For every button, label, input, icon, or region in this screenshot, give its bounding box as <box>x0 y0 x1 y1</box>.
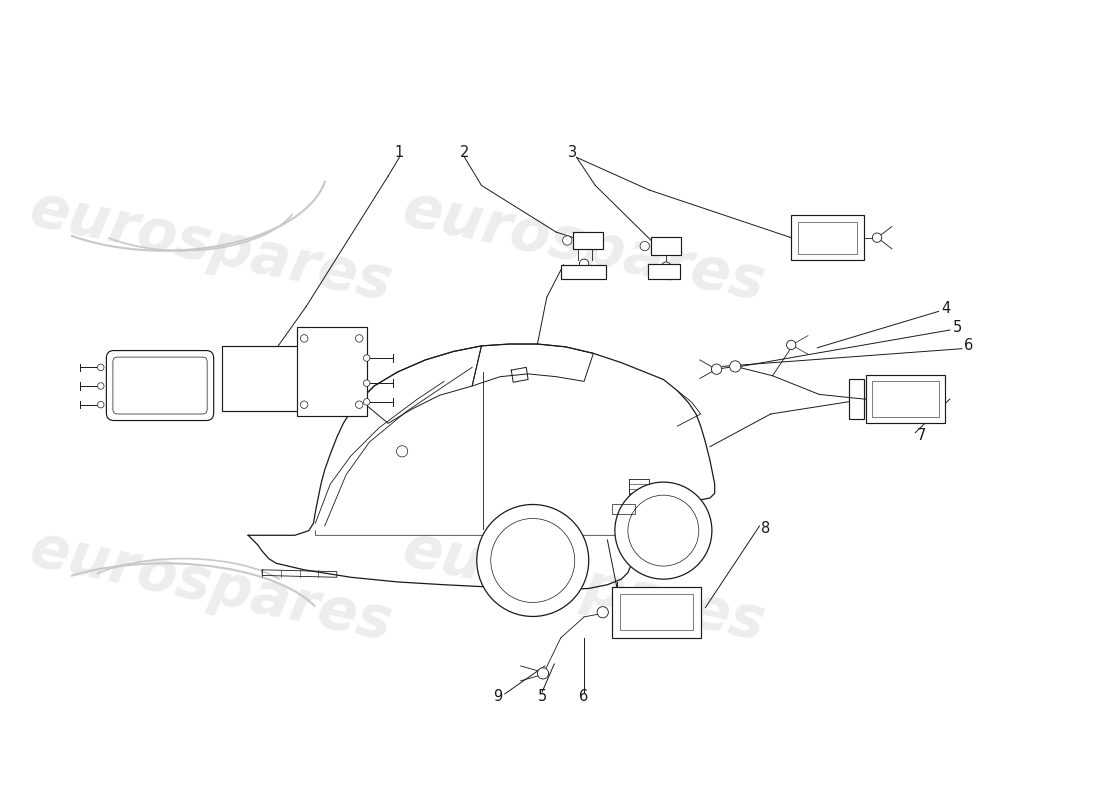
Text: eurospares: eurospares <box>24 520 397 653</box>
Text: 6: 6 <box>580 689 588 704</box>
Circle shape <box>300 401 308 408</box>
Text: 1: 1 <box>395 146 404 160</box>
Circle shape <box>363 354 370 362</box>
Bar <box>612 586 701 638</box>
Text: 8: 8 <box>761 522 771 536</box>
Circle shape <box>661 262 671 271</box>
Bar <box>648 264 680 278</box>
Bar <box>573 232 603 249</box>
Text: 7: 7 <box>917 428 926 443</box>
Bar <box>651 237 681 255</box>
Text: eurospares: eurospares <box>24 180 397 312</box>
Text: 6: 6 <box>964 338 974 354</box>
Bar <box>872 382 938 417</box>
Circle shape <box>300 334 308 342</box>
Bar <box>798 222 857 254</box>
Circle shape <box>363 380 370 386</box>
Circle shape <box>355 334 363 342</box>
Circle shape <box>476 505 588 617</box>
Bar <box>791 215 864 260</box>
Circle shape <box>628 495 698 566</box>
Bar <box>612 505 636 514</box>
Text: eurospares: eurospares <box>398 180 770 312</box>
Circle shape <box>729 361 740 372</box>
Circle shape <box>580 259 588 269</box>
Bar <box>619 594 693 630</box>
Circle shape <box>355 401 363 408</box>
Circle shape <box>640 242 649 250</box>
Text: 5: 5 <box>953 320 961 334</box>
Circle shape <box>562 236 572 245</box>
Circle shape <box>872 233 882 242</box>
Circle shape <box>786 340 796 350</box>
Circle shape <box>538 668 549 679</box>
Circle shape <box>98 364 104 370</box>
Text: 2: 2 <box>460 146 470 160</box>
Text: 9: 9 <box>494 689 503 704</box>
Circle shape <box>615 482 712 579</box>
Circle shape <box>363 398 370 405</box>
Bar <box>561 265 605 278</box>
Circle shape <box>491 518 574 602</box>
Text: 4: 4 <box>942 301 950 316</box>
Text: 3: 3 <box>569 146 578 160</box>
Text: 5: 5 <box>538 689 547 704</box>
Bar <box>849 379 864 418</box>
Circle shape <box>98 402 104 408</box>
Circle shape <box>712 364 722 374</box>
Text: eurospares: eurospares <box>398 520 770 653</box>
Circle shape <box>597 606 608 618</box>
Bar <box>866 375 945 423</box>
Bar <box>222 346 301 411</box>
Circle shape <box>98 382 104 390</box>
FancyBboxPatch shape <box>107 350 213 421</box>
Bar <box>297 327 366 416</box>
